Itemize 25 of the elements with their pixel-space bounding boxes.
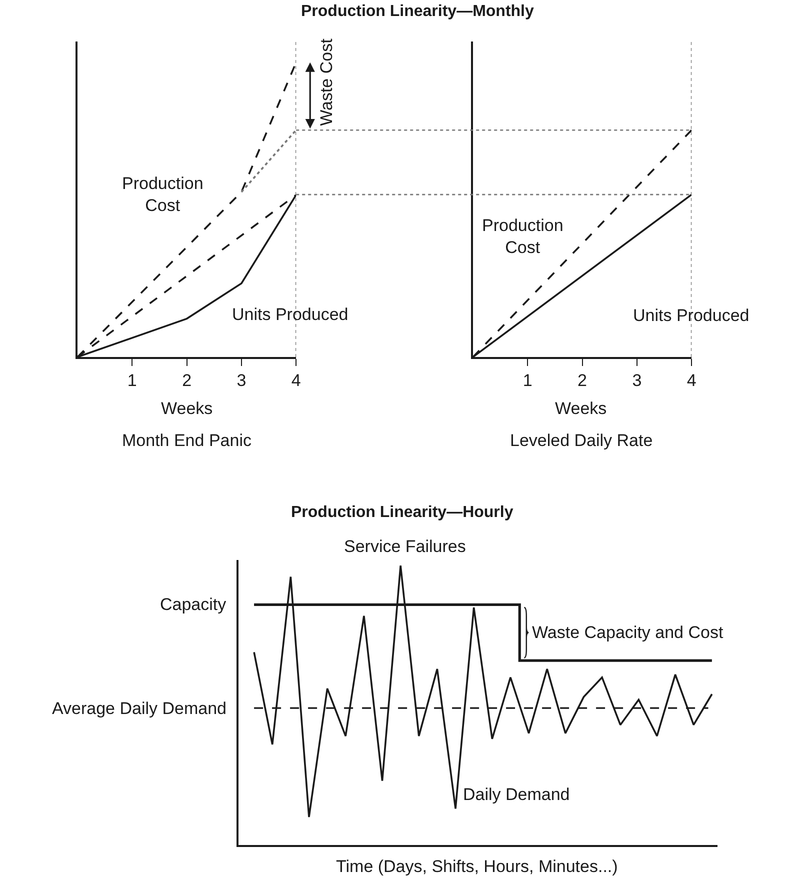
x-tick-label: 4: [291, 371, 301, 390]
x-tick-label: 2: [182, 371, 192, 390]
chart-title: Production Linearity—Hourly: [291, 504, 514, 521]
x-tick-label: 3: [236, 371, 246, 390]
annotation: Units Produced: [232, 305, 348, 324]
x-tick-label: 4: [686, 371, 696, 390]
x-axis-title: Weeks: [161, 399, 213, 418]
x-tick-label: 1: [522, 371, 532, 390]
x-axis-title: Weeks: [555, 399, 607, 418]
text: Waste Cost: [316, 38, 336, 126]
annotation: Production Cost: [482, 216, 564, 258]
text: Leveled Daily Rate: [510, 431, 653, 450]
annotation: Production Cost: [122, 174, 204, 216]
text: Service Failures: [344, 537, 466, 556]
text: Production Linearity—Monthly: [301, 3, 534, 20]
x-axis-title: Time (Days, Shifts, Hours, Minutes...): [336, 857, 618, 876]
x-tick-label: 2: [578, 371, 588, 390]
series-label: Capacity: [160, 595, 227, 614]
annotation: Waste Capacity and Cost: [532, 623, 724, 642]
ref-line-label: Average Daily Demand: [52, 699, 226, 718]
text: Month End Panic: [122, 431, 252, 450]
x-tick-label: 3: [632, 371, 642, 390]
series-label: Daily Demand: [463, 785, 570, 804]
annotation: Units Produced: [633, 306, 750, 325]
x-tick-label: 1: [127, 371, 137, 390]
